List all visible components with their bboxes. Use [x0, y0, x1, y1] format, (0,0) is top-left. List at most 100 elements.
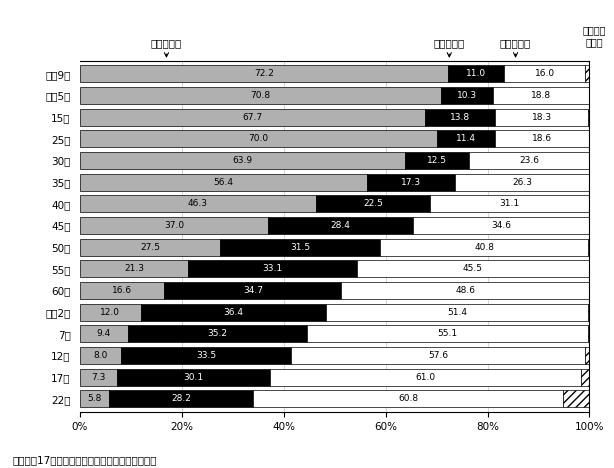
Bar: [441, 87, 493, 104]
Bar: [456, 174, 589, 190]
Text: 67.7: 67.7: [243, 113, 262, 122]
Bar: [220, 239, 381, 256]
Bar: [80, 152, 405, 169]
Bar: [307, 325, 588, 342]
Bar: [563, 390, 589, 407]
Bar: [448, 66, 504, 82]
Text: 28.4: 28.4: [331, 221, 351, 230]
Text: 61.0: 61.0: [416, 373, 436, 382]
Bar: [588, 239, 589, 256]
Text: 9.4: 9.4: [96, 329, 111, 338]
Text: 37.0: 37.0: [164, 221, 184, 230]
Bar: [291, 347, 585, 364]
Bar: [80, 282, 165, 299]
Bar: [80, 260, 188, 277]
Text: 45.5: 45.5: [463, 264, 483, 273]
Bar: [80, 87, 441, 104]
Text: 17.3: 17.3: [402, 178, 421, 187]
Text: 13.8: 13.8: [450, 113, 470, 122]
Text: 36.4: 36.4: [223, 307, 244, 317]
Text: 10.3: 10.3: [457, 91, 477, 100]
Text: 33.1: 33.1: [263, 264, 283, 273]
Text: 35.2: 35.2: [208, 329, 227, 338]
Bar: [585, 66, 590, 82]
Text: 18.6: 18.6: [532, 134, 552, 143]
Text: 26.3: 26.3: [513, 178, 532, 187]
Text: 40.8: 40.8: [475, 243, 494, 252]
Bar: [469, 152, 589, 169]
Text: 51.4: 51.4: [448, 307, 467, 317]
Bar: [430, 195, 589, 212]
Text: 22.5: 22.5: [363, 199, 383, 208]
Bar: [120, 347, 291, 364]
Text: 16.0: 16.0: [535, 69, 554, 78]
Bar: [165, 282, 341, 299]
Text: 分類不能
の産業: 分類不能 の産業: [583, 25, 606, 47]
Bar: [588, 304, 589, 321]
Text: 70.0: 70.0: [248, 134, 268, 143]
Bar: [268, 217, 413, 234]
Bar: [495, 131, 589, 147]
Text: 第１次産業: 第１次産業: [151, 38, 182, 57]
Text: 30.1: 30.1: [184, 373, 204, 382]
Bar: [425, 109, 495, 125]
Text: 46.3: 46.3: [188, 199, 208, 208]
Bar: [128, 325, 307, 342]
Bar: [504, 66, 585, 82]
Text: 27.5: 27.5: [140, 243, 160, 252]
Text: 34.6: 34.6: [491, 221, 511, 230]
Text: 60.8: 60.8: [398, 395, 418, 403]
Text: 23.6: 23.6: [519, 156, 539, 165]
Bar: [80, 195, 316, 212]
Text: 16.6: 16.6: [112, 286, 132, 295]
Bar: [357, 260, 589, 277]
Text: 18.8: 18.8: [531, 91, 551, 100]
Bar: [117, 369, 270, 386]
Text: 31.1: 31.1: [500, 199, 519, 208]
Text: 第３次産業: 第３次産業: [500, 38, 531, 57]
Bar: [253, 390, 563, 407]
Bar: [109, 390, 253, 407]
Text: 72.2: 72.2: [254, 69, 274, 78]
Bar: [80, 217, 268, 234]
Bar: [581, 369, 589, 386]
Bar: [80, 347, 120, 364]
Bar: [80, 109, 425, 125]
Bar: [367, 174, 456, 190]
Text: 31.5: 31.5: [290, 243, 310, 252]
Bar: [495, 109, 588, 125]
Bar: [188, 260, 357, 277]
Text: 12.0: 12.0: [101, 307, 120, 317]
Bar: [80, 304, 141, 321]
Bar: [341, 282, 589, 299]
Text: 注）平成17年は新産業分類特別集計結果による。: 注）平成17年は新産業分類特別集計結果による。: [12, 456, 157, 466]
Bar: [80, 325, 128, 342]
Text: 48.6: 48.6: [455, 286, 475, 295]
Bar: [141, 304, 327, 321]
Text: 11.0: 11.0: [466, 69, 486, 78]
Bar: [413, 217, 589, 234]
Bar: [327, 304, 588, 321]
Bar: [585, 347, 589, 364]
Text: 5.8: 5.8: [87, 395, 102, 403]
Bar: [493, 87, 589, 104]
Bar: [80, 239, 220, 256]
Text: 18.3: 18.3: [532, 113, 552, 122]
Bar: [80, 131, 437, 147]
Bar: [270, 369, 581, 386]
Bar: [80, 66, 448, 82]
Text: 34.7: 34.7: [243, 286, 263, 295]
Text: 12.5: 12.5: [427, 156, 448, 165]
Text: 57.6: 57.6: [428, 351, 448, 360]
Bar: [588, 325, 589, 342]
Text: 8.0: 8.0: [93, 351, 107, 360]
Text: 63.9: 63.9: [233, 156, 253, 165]
Text: 56.4: 56.4: [214, 178, 233, 187]
Bar: [80, 390, 109, 407]
Text: 21.3: 21.3: [124, 264, 144, 273]
Text: 28.2: 28.2: [171, 395, 191, 403]
Text: 55.1: 55.1: [437, 329, 457, 338]
Text: 33.5: 33.5: [196, 351, 216, 360]
Bar: [316, 195, 430, 212]
Bar: [405, 152, 469, 169]
